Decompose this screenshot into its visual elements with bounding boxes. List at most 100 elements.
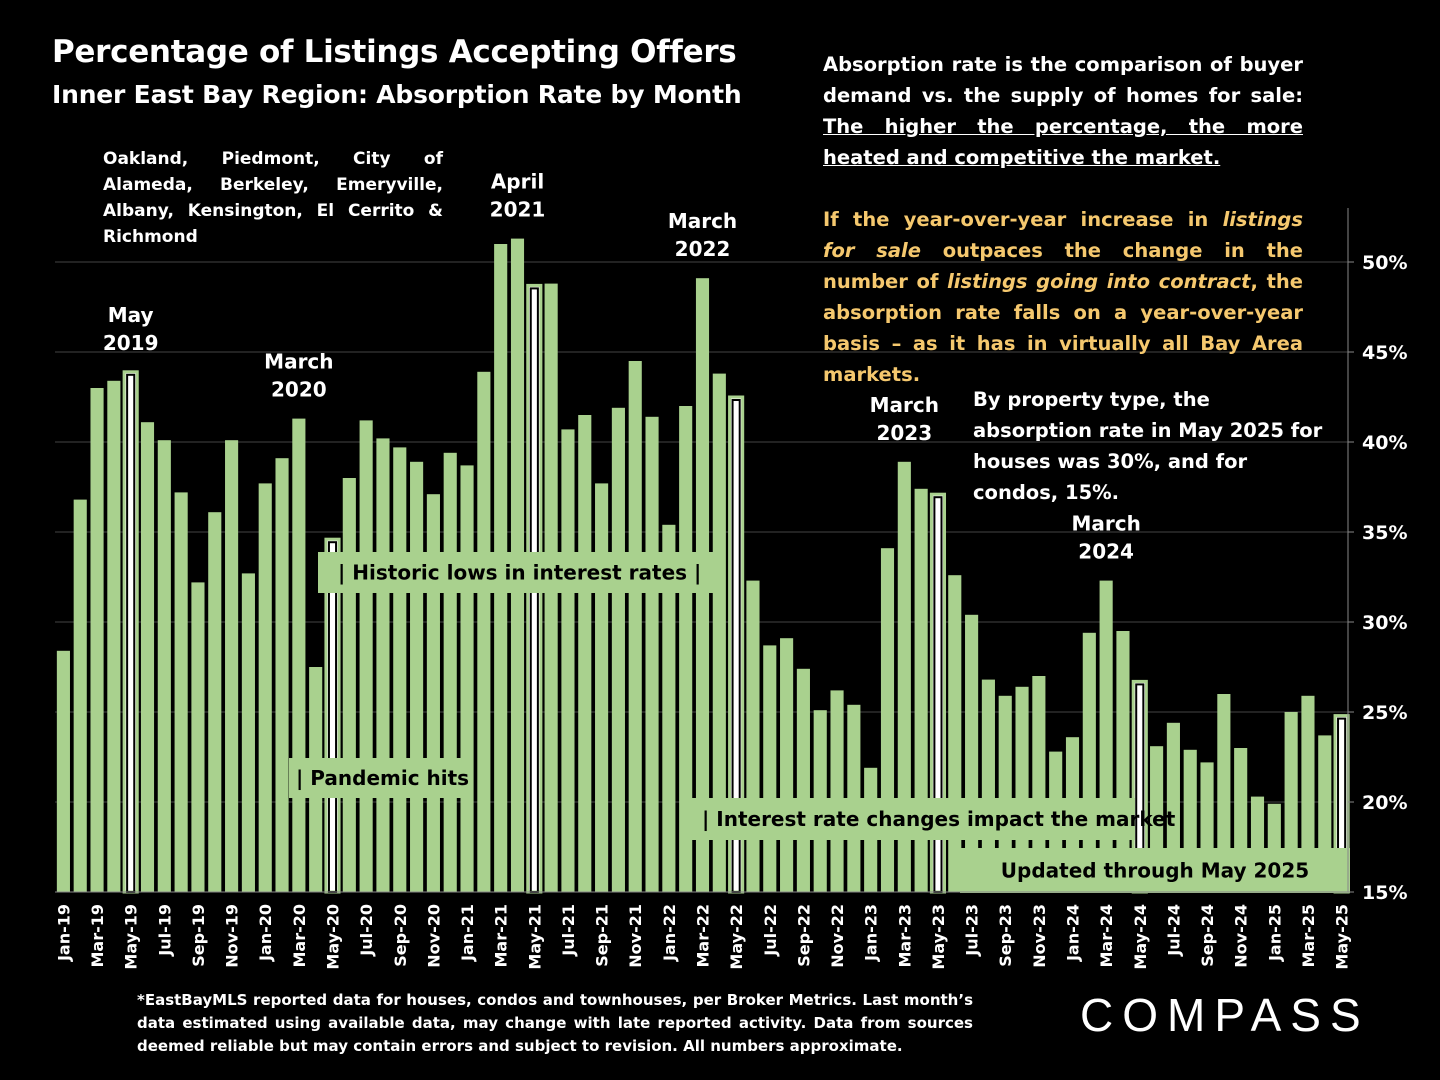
interest-rate-changes-label: | Interest rate changes impact the marke…: [702, 807, 1176, 831]
bar: [140, 422, 155, 892]
bar: [258, 483, 272, 892]
bar: [410, 461, 424, 892]
bar: [1015, 686, 1029, 892]
bar: [662, 524, 676, 892]
bar: [275, 458, 289, 892]
yoy-text-e: , the absorption rate falls on a year-ov…: [823, 270, 1303, 386]
y-tick-label: 40%: [1362, 432, 1407, 454]
x-tick-label: Nov-24: [1232, 904, 1251, 968]
x-tick-label: Jul-20: [357, 904, 376, 957]
y-tick-label: 50%: [1362, 252, 1407, 274]
x-tick-label: Jul-22: [761, 904, 780, 957]
x-tick-label: May-25: [1333, 904, 1352, 970]
yoy-text-d: listings going into contract: [947, 270, 1251, 293]
x-tick-label: Jan-20: [256, 904, 275, 962]
updated-through-label-box: [960, 848, 1350, 893]
x-tick-label: Nov-20: [424, 904, 443, 968]
bar: [73, 499, 87, 892]
bar: [914, 488, 928, 892]
x-tick-label: May-20: [324, 904, 343, 970]
bar: [1301, 695, 1315, 892]
x-tick-label: Sep-20: [391, 904, 410, 967]
definition-underlined-text: The higher the percentage, the more heat…: [823, 115, 1303, 169]
x-tick-label: Sep-24: [1198, 904, 1217, 967]
x-tick-label: Nov-23: [1030, 904, 1049, 968]
y-tick-label: 15%: [1362, 882, 1407, 904]
yoy-text-a: If the year-over-year increase in: [823, 208, 1223, 231]
compass-logo: COMPASS: [1080, 989, 1370, 1041]
bar: [611, 407, 625, 892]
bar: [122, 370, 139, 894]
x-tick-label: Jul-23: [963, 904, 982, 957]
peak-march-2022: March 2022: [668, 209, 737, 261]
bar: [443, 452, 457, 892]
property-type-note: By property type, the absorption rate in…: [973, 388, 1323, 504]
x-tick-label: Nov-22: [828, 904, 847, 968]
bar: [595, 483, 609, 892]
bar: [679, 406, 693, 892]
bar: [225, 440, 239, 892]
bar: [712, 373, 726, 893]
peak-april-2021: April 2021: [490, 170, 546, 222]
yoy-text-b: listings for sale: [823, 208, 1303, 262]
x-tick-label: Mar-23: [895, 904, 914, 968]
bar: [477, 371, 491, 892]
x-tick-label: Sep-23: [996, 904, 1015, 967]
pandemic-label-box: [289, 758, 467, 798]
x-tick-label: Sep-19: [189, 904, 208, 967]
x-tick-label: May-22: [727, 904, 746, 970]
bar: [880, 548, 895, 892]
y-tick-label: 30%: [1362, 612, 1407, 634]
chart-subtitle: Inner East Bay Region: Absorption Rate b…: [52, 80, 742, 109]
bar: [780, 638, 794, 892]
x-tick-label: Jan-25: [1265, 904, 1284, 962]
x-tick-label: Jan-19: [54, 904, 73, 962]
y-tick-label: 45%: [1362, 342, 1407, 364]
peak-may-2019: May 2019: [103, 303, 159, 355]
x-tick-label: Mar-25: [1299, 904, 1318, 968]
bar: [746, 580, 760, 892]
bar: [897, 461, 911, 892]
updated-through-label: Updated through May 2025: [1001, 859, 1309, 883]
x-tick-label: May-19: [122, 904, 141, 970]
bar: [376, 438, 390, 892]
bar: [763, 645, 777, 892]
bar: [1217, 694, 1231, 892]
x-tick-label: Jan-24: [1064, 904, 1083, 962]
bar: [342, 478, 356, 892]
peak-march-2024: March 2024: [1071, 512, 1140, 564]
yoy-explanation: If the year-over-year increase in listin…: [823, 204, 1303, 390]
x-tick-label: Mar-20: [290, 904, 309, 968]
x-tick-label: Jan-22: [660, 904, 679, 962]
bar: [1099, 580, 1113, 892]
x-tick-label: Mar-21: [492, 904, 511, 968]
bar: [208, 512, 222, 892]
bar: [191, 582, 205, 892]
chart-title: Percentage of Listings Accepting Offers: [52, 34, 737, 70]
footnote: *EastBayMLS reported data for houses, co…: [137, 991, 973, 1055]
x-tick-label: Nov-19: [223, 904, 242, 968]
bar: [948, 575, 962, 892]
bar: [157, 440, 171, 892]
x-tick-label: Mar-19: [88, 904, 107, 968]
x-tick-label: May-23: [929, 904, 948, 970]
bar: [645, 416, 659, 892]
historic-lows-label: | Historic lows in interest rates |: [338, 561, 701, 585]
yoy-text-c: outpaces the change in the number of: [823, 239, 1303, 293]
x-tick-label: Mar-24: [1097, 904, 1116, 968]
x-tick-label: Jan-23: [862, 904, 881, 962]
x-tick-label: Jul-19: [155, 904, 174, 957]
bar: [998, 695, 1012, 892]
x-tick-label: May-24: [1131, 904, 1150, 970]
x-tick-label: Mar-22: [694, 904, 713, 968]
x-tick-label: Jul-21: [559, 904, 578, 957]
pandemic-label: | Pandemic hits: [296, 766, 469, 790]
bar: [830, 690, 844, 892]
bar: [241, 573, 255, 892]
x-tick-label: Jan-21: [458, 904, 477, 962]
bar: [292, 418, 306, 892]
peak-march-2023: March 2023: [870, 393, 939, 445]
x-tick-label: Nov-21: [626, 904, 645, 968]
bar: [393, 447, 407, 892]
